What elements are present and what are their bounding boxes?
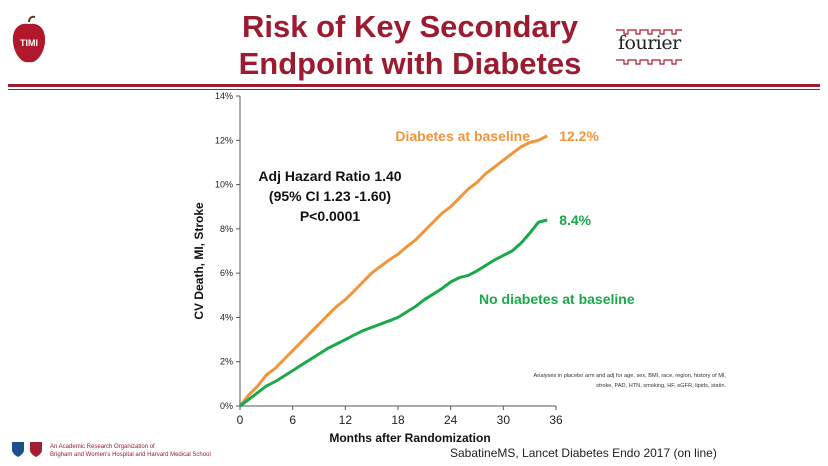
organization-line-2: Brigham and Women's Hospital and Harvard…: [50, 452, 211, 458]
institution-shields-icon: [12, 442, 42, 457]
diabetes-series-label: Diabetes at baseline: [395, 128, 530, 144]
y-tick-label: 8%: [220, 224, 233, 234]
hazard-ratio-line: Adj Hazard Ratio 1.40: [258, 168, 402, 184]
fourier-logo-text: fourier: [618, 32, 681, 54]
y-tick-label: 0%: [220, 401, 233, 411]
header-divider-thin: [8, 89, 820, 90]
analysis-footnote: Analyses in placebo arm and adj for age,…: [468, 371, 726, 391]
page-title: Risk of Key Secondary Endpoint with Diab…: [150, 8, 670, 82]
citation: SabatineMS, Lancet Diabetes Endo 2017 (o…: [450, 446, 717, 460]
x-tick-label: 18: [391, 413, 405, 427]
end-value-label: 12.2%: [559, 128, 599, 144]
no-diabetes-curve: [239, 218, 548, 408]
organization-line-1: An Academic Research Organization of: [50, 444, 155, 450]
organization-credit: An Academic Research Organization of Bri…: [50, 443, 211, 459]
y-tick-label: 2%: [220, 357, 233, 367]
timi-logo-icon: TIMI: [12, 15, 46, 63]
confidence-interval-line: (95% CI 1.23 -1.60): [268, 188, 392, 204]
x-tick-label: 12: [339, 413, 353, 427]
y-tick-label: 6%: [220, 268, 233, 278]
x-tick-label: 30: [497, 413, 511, 427]
footnote-line-2: stroke, PAD, HTN, smoking, HF, eGFR, lip…: [596, 383, 726, 389]
x-tick-label: 36: [549, 413, 563, 427]
diabetes-curve: [238, 134, 548, 407]
x-tick-label: 6: [289, 413, 296, 427]
end-value-label: 8.4%: [559, 212, 591, 228]
x-tick-label: 24: [444, 413, 458, 427]
y-axis-label: CV Death, MI, Stroke: [192, 202, 206, 320]
y-tick-label: 12%: [215, 135, 233, 145]
x-tick-label: 0: [237, 413, 244, 427]
hazard-ratio-annotation: Adj Hazard Ratio 1.40 (95% CI 1.23 -1.60…: [220, 166, 440, 226]
title-line-2: Endpoint with Diabetes: [238, 46, 582, 81]
title-line-1: Risk of Key Secondary: [242, 9, 578, 44]
footnote-line-1: Analyses in placebo arm and adj for age,…: [533, 373, 726, 379]
x-axis-label: Months after Randomization: [329, 431, 490, 445]
y-tick-label: 10%: [215, 180, 233, 190]
y-tick-label: 4%: [220, 312, 233, 322]
y-tick-label: 14%: [215, 91, 233, 101]
fourier-logo-icon: [616, 29, 682, 65]
p-value-line: P<0.0001: [299, 208, 361, 224]
no-diabetes-series-label: No diabetes at baseline: [479, 291, 635, 307]
svg-text:TIMI: TIMI: [20, 38, 38, 48]
header-divider: [8, 84, 820, 87]
